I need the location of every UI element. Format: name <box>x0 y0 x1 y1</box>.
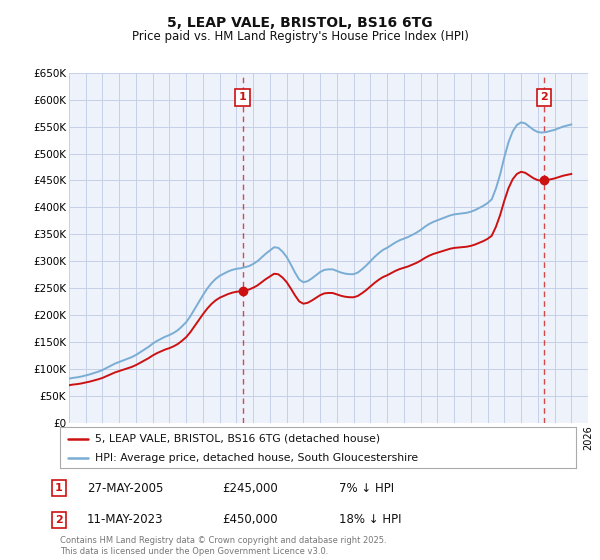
Text: HPI: Average price, detached house, South Gloucestershire: HPI: Average price, detached house, Sout… <box>95 452 418 463</box>
Text: 5, LEAP VALE, BRISTOL, BS16 6TG: 5, LEAP VALE, BRISTOL, BS16 6TG <box>167 16 433 30</box>
Text: Contains HM Land Registry data © Crown copyright and database right 2025.
This d: Contains HM Land Registry data © Crown c… <box>60 536 386 556</box>
Text: 7% ↓ HPI: 7% ↓ HPI <box>339 482 394 495</box>
Text: £245,000: £245,000 <box>222 482 278 495</box>
Text: 2: 2 <box>540 92 548 102</box>
Text: 1: 1 <box>55 483 62 493</box>
Text: £450,000: £450,000 <box>222 513 278 526</box>
Text: Price paid vs. HM Land Registry's House Price Index (HPI): Price paid vs. HM Land Registry's House … <box>131 30 469 43</box>
Text: 27-MAY-2005: 27-MAY-2005 <box>87 482 163 495</box>
Text: 5, LEAP VALE, BRISTOL, BS16 6TG (detached house): 5, LEAP VALE, BRISTOL, BS16 6TG (detache… <box>95 433 380 444</box>
Text: 1: 1 <box>239 92 247 102</box>
Text: 18% ↓ HPI: 18% ↓ HPI <box>339 513 401 526</box>
Text: 11-MAY-2023: 11-MAY-2023 <box>87 513 163 526</box>
Text: 2: 2 <box>55 515 62 525</box>
